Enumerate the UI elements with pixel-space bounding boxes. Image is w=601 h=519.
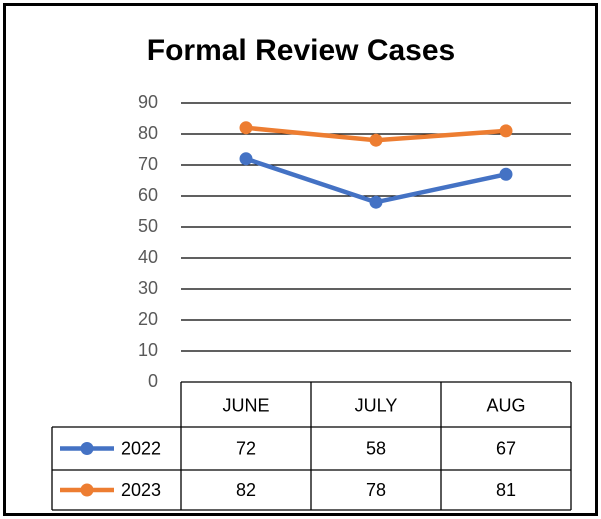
table-value: 82	[236, 480, 256, 500]
chart-title: Formal Review Cases	[147, 34, 455, 67]
legend-label: 2023	[121, 480, 161, 500]
legend-marker	[80, 483, 94, 497]
data-point	[499, 124, 513, 138]
y-tick-label: 70	[138, 154, 158, 174]
x-tick-label: JUNE	[222, 395, 269, 415]
y-tick-label: 0	[148, 371, 158, 391]
chart-border	[3, 3, 598, 516]
y-tick-label: 30	[138, 278, 158, 298]
y-tick-label: 10	[138, 340, 158, 360]
data-point	[239, 121, 253, 135]
y-tick-label: 50	[138, 216, 158, 236]
y-tick-label: 20	[138, 309, 158, 329]
data-point	[369, 133, 383, 147]
table-value: 67	[496, 438, 516, 458]
y-tick-label: 40	[138, 247, 158, 267]
table-value: 72	[236, 438, 256, 458]
table-value: 58	[366, 438, 386, 458]
data-point	[499, 167, 513, 181]
data-point	[369, 195, 383, 209]
table-value: 78	[366, 480, 386, 500]
x-tick-label: AUG	[486, 395, 525, 415]
x-tick-label: JULY	[355, 395, 398, 415]
y-tick-label: 80	[138, 123, 158, 143]
legend-label: 2022	[121, 438, 161, 458]
y-tick-label: 90	[138, 92, 158, 112]
y-tick-label: 60	[138, 185, 158, 205]
legend-marker	[80, 442, 94, 455]
table-value: 81	[496, 480, 516, 500]
data-point	[239, 152, 253, 166]
